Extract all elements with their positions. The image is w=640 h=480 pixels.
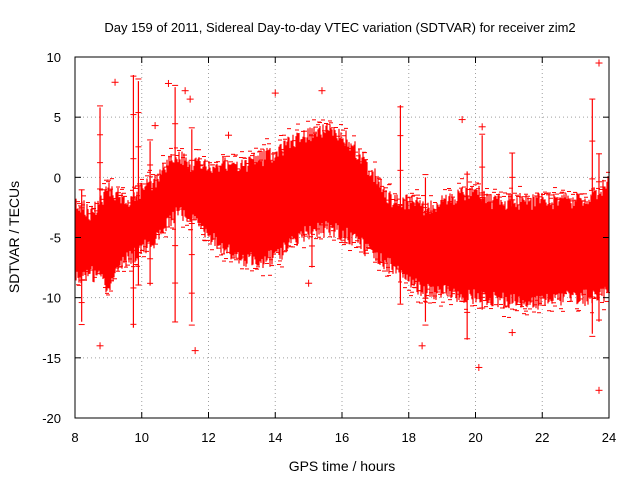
outlier-spike — [464, 171, 471, 340]
outlier-spike — [147, 139, 154, 286]
x-tick-label: 10 — [135, 430, 149, 445]
y-tick-label: 5 — [54, 110, 61, 125]
outlier-point — [478, 123, 486, 131]
y-tick-label: -20 — [42, 411, 61, 426]
x-tick-label: 8 — [71, 430, 78, 445]
outlier-point — [151, 122, 159, 130]
outlier-spike — [78, 189, 85, 326]
outlier-spike — [595, 153, 602, 322]
x-tick-label: 20 — [468, 430, 482, 445]
x-tick-label: 18 — [402, 430, 416, 445]
outlier-spike — [589, 98, 596, 337]
x-tick-label: 12 — [201, 430, 215, 445]
x-tick-label: 16 — [335, 430, 349, 445]
outlier-point — [318, 87, 326, 95]
x-axis-label: GPS time / hours — [289, 458, 396, 474]
y-tick-label: -10 — [42, 291, 61, 306]
x-tick-label: 14 — [268, 430, 282, 445]
x-tick-label: 22 — [535, 430, 549, 445]
outlier-point — [508, 329, 516, 337]
y-tick-label: 0 — [54, 170, 61, 185]
y-axis-label: SDTVAR / TECUs — [6, 181, 22, 293]
y-tick-label: -15 — [42, 351, 61, 366]
y-tick-label: 10 — [47, 50, 61, 65]
outlier-spike — [397, 105, 404, 305]
outlier-spike — [135, 78, 142, 286]
axis-ticks: 8 10 12 14 16 18 20 22 24 -20 -15 -10 -5 0 5 10 — [42, 50, 616, 445]
outlier-point — [186, 95, 194, 103]
outlier-spike — [509, 152, 516, 286]
outlier-point — [305, 279, 313, 287]
x-tick-label: 24 — [602, 430, 616, 445]
outlier-point — [181, 87, 189, 95]
outlier-point — [271, 89, 279, 97]
outlier-spike — [172, 84, 179, 323]
outlier-point — [96, 342, 104, 350]
outlier-point — [595, 386, 603, 394]
outlier-point — [475, 363, 483, 371]
outlier-point — [225, 131, 233, 139]
outlier-spike — [130, 75, 137, 328]
data-band — [75, 119, 610, 318]
data-points — [75, 59, 610, 394]
outlier-point — [191, 347, 199, 355]
y-tick-label: -5 — [49, 231, 61, 246]
chart-title: Day 159 of 2011, Sidereal Day-to-day VTE… — [104, 20, 575, 35]
outlier-spike — [97, 105, 104, 275]
outlier-spike — [422, 174, 429, 326]
outlier-spike — [308, 135, 315, 268]
outlier-point — [164, 79, 172, 87]
outlier-point — [418, 342, 426, 350]
outlier-point — [595, 59, 603, 67]
outlier-spike — [188, 127, 195, 326]
outlier-point — [111, 78, 119, 86]
outlier-point — [458, 116, 466, 124]
outlier-spike — [479, 133, 486, 310]
